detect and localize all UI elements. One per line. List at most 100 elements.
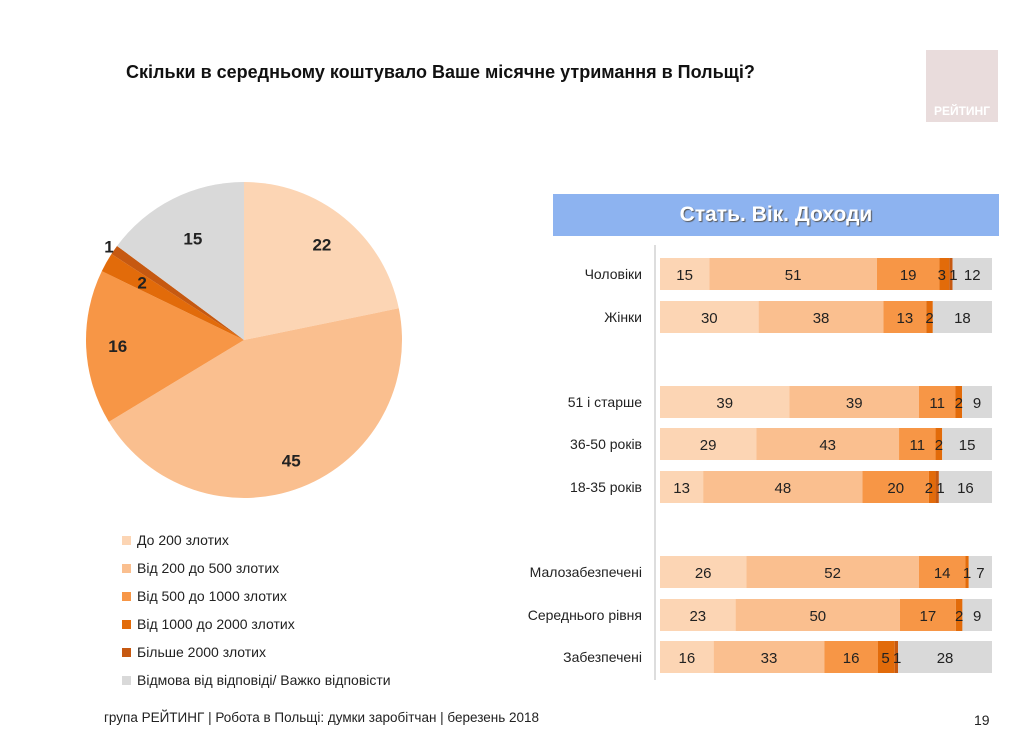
legend-item: Від 200 до 500 злотих [122, 554, 391, 582]
bar-data-label: 23 [689, 608, 706, 625]
bar-data-label: 39 [846, 395, 863, 412]
pie-slice [85, 271, 244, 422]
bar-data-label: 2 [935, 437, 943, 454]
pie-data-label: 22 [312, 236, 331, 255]
bar-segment [918, 556, 966, 588]
bar-data-label: 1 [949, 267, 957, 284]
bar-data-label: 50 [809, 608, 826, 625]
bar-segment [660, 301, 759, 333]
legend-item: Від 500 до 1000 злотих [122, 582, 391, 610]
legend-swatch [122, 647, 131, 657]
legend-swatch [122, 675, 131, 685]
bar-data-label: 13 [673, 480, 690, 497]
bar-segment [949, 258, 953, 290]
legend-swatch [122, 619, 131, 629]
bar-data-label: 51 [785, 267, 802, 284]
bar-segment [660, 386, 790, 418]
legend-swatch [122, 591, 131, 601]
bar-segment [660, 471, 704, 503]
bar-data-label: 52 [824, 565, 841, 582]
category-label: 51 і старше [568, 394, 643, 410]
bar-segment [660, 556, 747, 588]
bar-data-label: 1 [893, 650, 901, 667]
bar-data-label: 12 [964, 267, 981, 284]
bar-data-label: 2 [955, 608, 963, 625]
pie-slice [244, 182, 399, 340]
bar-segment [703, 471, 863, 503]
category-label: Жінки [604, 309, 642, 325]
bar-data-label: 2 [925, 480, 933, 497]
bar-data-label: 20 [887, 480, 904, 497]
bar-data-label: 2 [955, 395, 963, 412]
bar-data-label: 7 [976, 565, 984, 582]
bar-segment [824, 641, 878, 673]
bar-data-label: 9 [973, 395, 981, 412]
bar-data-label: 16 [678, 650, 695, 667]
bar-segment [939, 258, 950, 290]
bar-segment [862, 471, 929, 503]
bar-data-label: 13 [897, 310, 914, 327]
legend-item: Відмова від відповіді/ Важко відповісти [122, 666, 391, 694]
pie-slice [117, 182, 244, 340]
pie-legend: До 200 злотих Від 200 до 500 злотих Від 50… [122, 526, 391, 694]
footer: група РЕЙТИНГ | Робота в Польщі: думки з… [104, 710, 540, 725]
legend-swatch [122, 535, 131, 545]
bar-segment [746, 556, 919, 588]
bar-segment [735, 599, 900, 631]
bar-segment [955, 599, 963, 631]
bar-data-label: 11 [910, 437, 926, 454]
bar-data-label: 16 [957, 480, 974, 497]
bar-segment [942, 428, 992, 460]
bar-segment [932, 301, 992, 333]
bar-data-label: 15 [676, 267, 693, 284]
bar-segment [660, 428, 757, 460]
pie-data-label: 45 [282, 452, 301, 471]
page-number: 19 [974, 712, 990, 728]
bar-segment [938, 471, 992, 503]
legend-label: Більше 2000 злотих [137, 644, 267, 660]
bar-segment [899, 599, 956, 631]
legend-label: Відмова від відповіді/ Важко відповісти [137, 672, 391, 688]
bar-data-label: 9 [973, 608, 981, 625]
logo: РЕЙТИНГ [926, 50, 998, 122]
bar-segment [660, 641, 714, 673]
bar-segment [926, 301, 933, 333]
pie-data-label: 2 [137, 274, 146, 293]
bar-data-label: 5 [881, 650, 889, 667]
legend-item: Від 1000 до 2000 злотих [122, 610, 391, 638]
section-banner: Стать. Вік. Доходи [553, 194, 999, 236]
legend-swatch [122, 563, 131, 573]
bar-data-label: 38 [813, 310, 830, 327]
bar-segment [877, 641, 895, 673]
pie-slice [111, 245, 244, 340]
pie-slice [108, 308, 403, 499]
bar-segment [789, 386, 919, 418]
bar-data-label: 14 [934, 565, 951, 582]
bar-data-label: 15 [959, 437, 976, 454]
bar-segment [876, 258, 940, 290]
pie-data-label: 15 [183, 229, 202, 248]
page-title: Скільки в середньому коштувало Ваше міся… [126, 62, 755, 82]
bar-data-label: 48 [774, 480, 791, 497]
bar-segment [935, 428, 943, 460]
bar-segment [965, 556, 969, 588]
legend-label: До 200 злотих [137, 532, 229, 548]
bar-segment [952, 258, 992, 290]
bar-segment [928, 471, 936, 503]
bar-data-label: 28 [937, 650, 954, 667]
legend-item: Більше 2000 злотих [122, 638, 391, 666]
bar-segment [894, 641, 899, 673]
bar-data-label: 19 [900, 267, 917, 284]
bar-data-label: 1 [963, 565, 971, 582]
category-label: 18-35 років [570, 479, 642, 495]
bar-data-label: 30 [701, 310, 718, 327]
category-label: Середнього рівня [528, 607, 642, 623]
legend-label: Від 500 до 1000 злотих [137, 588, 287, 604]
bar-data-label: 43 [819, 437, 836, 454]
bar-segment [962, 386, 992, 418]
bar-data-label: 33 [761, 650, 778, 667]
bar-segment [660, 258, 710, 290]
bar-segment [898, 641, 992, 673]
bar-segment [660, 599, 736, 631]
